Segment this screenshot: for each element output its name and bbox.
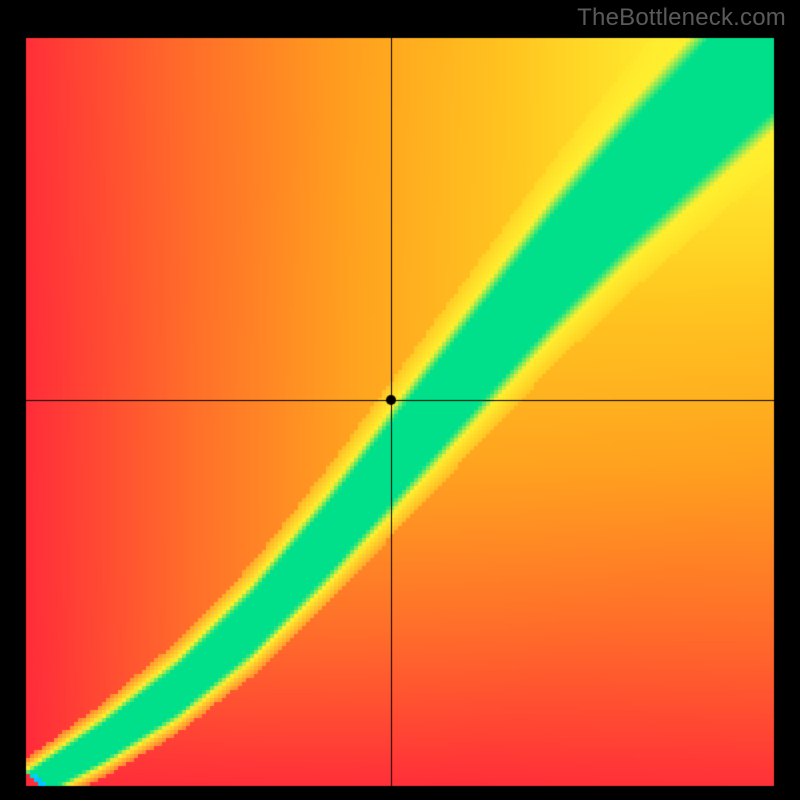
- watermark-text: TheBottleneck.com: [577, 4, 786, 32]
- heatmap-canvas: [0, 0, 800, 800]
